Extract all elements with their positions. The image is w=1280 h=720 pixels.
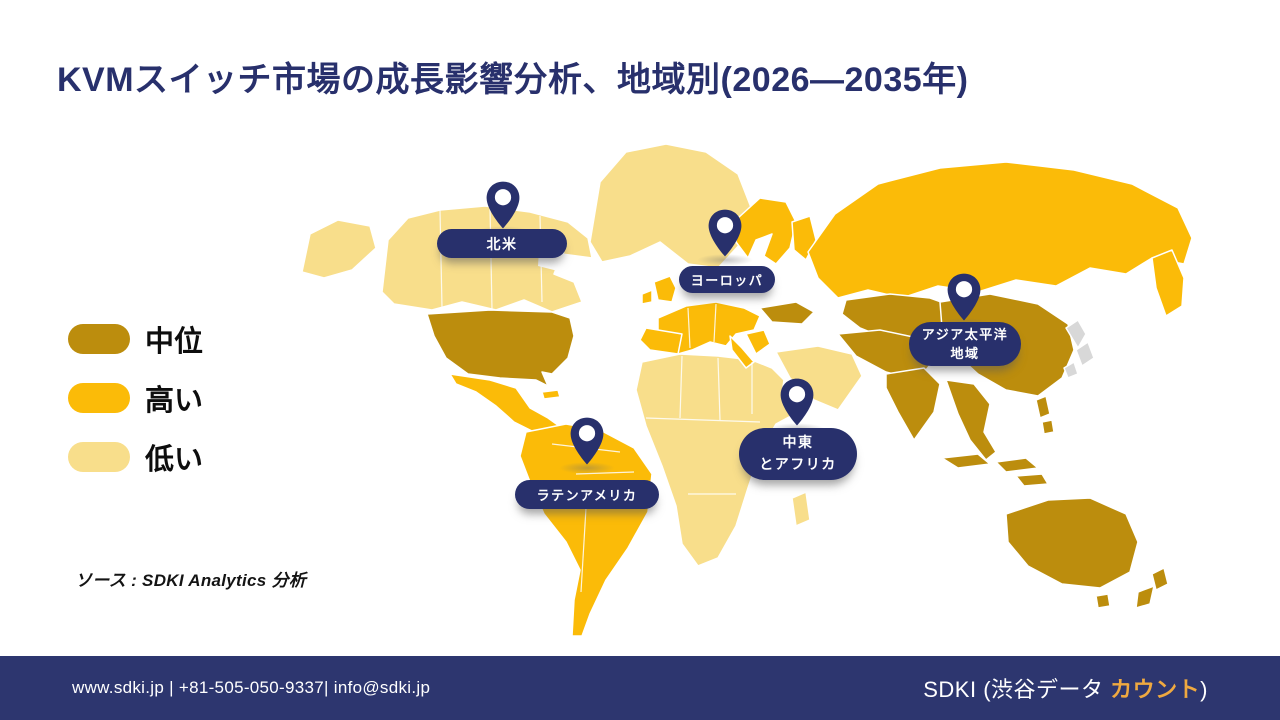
page-title: KVMスイッチ市場の成長影響分析、地域別(2026—2035年)	[57, 61, 969, 99]
map-pin-europe	[708, 209, 742, 257]
footer: www.sdki.jp | +81-505-050-9337| info@sdk…	[0, 656, 1280, 720]
legend-label-low: 低い	[145, 444, 204, 476]
map-border-lines	[439, 207, 761, 593]
map-shape-philippines	[1035, 395, 1051, 419]
map-shape-tasmania	[1095, 593, 1111, 609]
legend-item-medium: 中位	[68, 318, 203, 360]
map-pin-north-america	[486, 181, 520, 229]
map-pin-asia-pacific	[947, 273, 981, 321]
map-shape-russia	[807, 161, 1193, 299]
map-shape-new-zealand-south	[1135, 585, 1155, 609]
region-label-europe: ヨーロッパ	[679, 266, 775, 293]
footer-contact: www.sdki.jp | +81-505-050-9337| info@sdk…	[72, 678, 431, 697]
footer-brand: SDKI (渋谷データ カウント)	[923, 672, 1208, 704]
map-shape-ireland	[641, 289, 653, 305]
map-shape-new-zealand-north	[1151, 567, 1169, 591]
legend-item-low: 低い	[68, 436, 203, 478]
footer-brand-accent: カウント	[1110, 677, 1201, 702]
map-shape-iberia	[639, 327, 683, 355]
map-shape-turkey	[759, 301, 815, 325]
pin-shadow-latin-america	[559, 462, 615, 474]
legend-label-medium: 中位	[145, 326, 204, 358]
map-shape-japan-main	[1075, 341, 1095, 367]
map-shape-italy	[729, 335, 755, 369]
map-shape-japan-south	[1063, 361, 1079, 379]
map-shape-balkans	[745, 329, 771, 355]
region-label-latin-america: ラテンアメリカ	[515, 480, 659, 509]
map-shape-madagascar	[791, 491, 811, 527]
map-shape-indonesia-1	[941, 453, 991, 469]
legend-item-high: 高い	[68, 377, 203, 419]
map-shape-southeast-asia	[945, 379, 997, 461]
map-pin-middle-east-africa	[780, 378, 814, 426]
map-pin-latin-america	[570, 417, 604, 465]
pin-shadow-europe	[697, 254, 753, 266]
world-map	[301, 143, 1193, 637]
map-shape-australia	[1005, 497, 1139, 589]
map-shape-japan-north	[1065, 319, 1087, 349]
region-label-asia-pacific: アジア太平洋 地域	[909, 322, 1021, 366]
legend-swatch-medium	[68, 324, 130, 354]
legend-swatch-high	[68, 383, 130, 413]
region-label-north-america: 北米	[437, 229, 567, 258]
map-shape-indonesia-3	[1015, 473, 1049, 487]
legend: 中位 高い 低い	[68, 318, 203, 495]
footer-brand-suffix: )	[1200, 677, 1208, 702]
map-shape-usa	[426, 309, 575, 387]
map-shape-india	[885, 367, 941, 441]
map-shape-scandinavia	[735, 197, 797, 265]
map-shape-kamchatka	[1151, 249, 1185, 317]
map-shape-alaska	[301, 219, 377, 279]
region-label-middle-east-africa: 中東 とアフリカ	[739, 428, 857, 480]
legend-swatch-low	[68, 442, 130, 472]
legend-label-high: 高い	[145, 385, 204, 417]
map-shape-caribbean	[541, 389, 561, 400]
map-shape-uk	[653, 275, 677, 303]
source-note: ソース : SDKI Analytics 分析	[75, 571, 307, 590]
footer-brand-prefix: SDKI (渋谷データ	[923, 677, 1111, 702]
map-shape-philippines-2	[1041, 419, 1055, 435]
map-shape-indonesia-2	[995, 457, 1039, 473]
